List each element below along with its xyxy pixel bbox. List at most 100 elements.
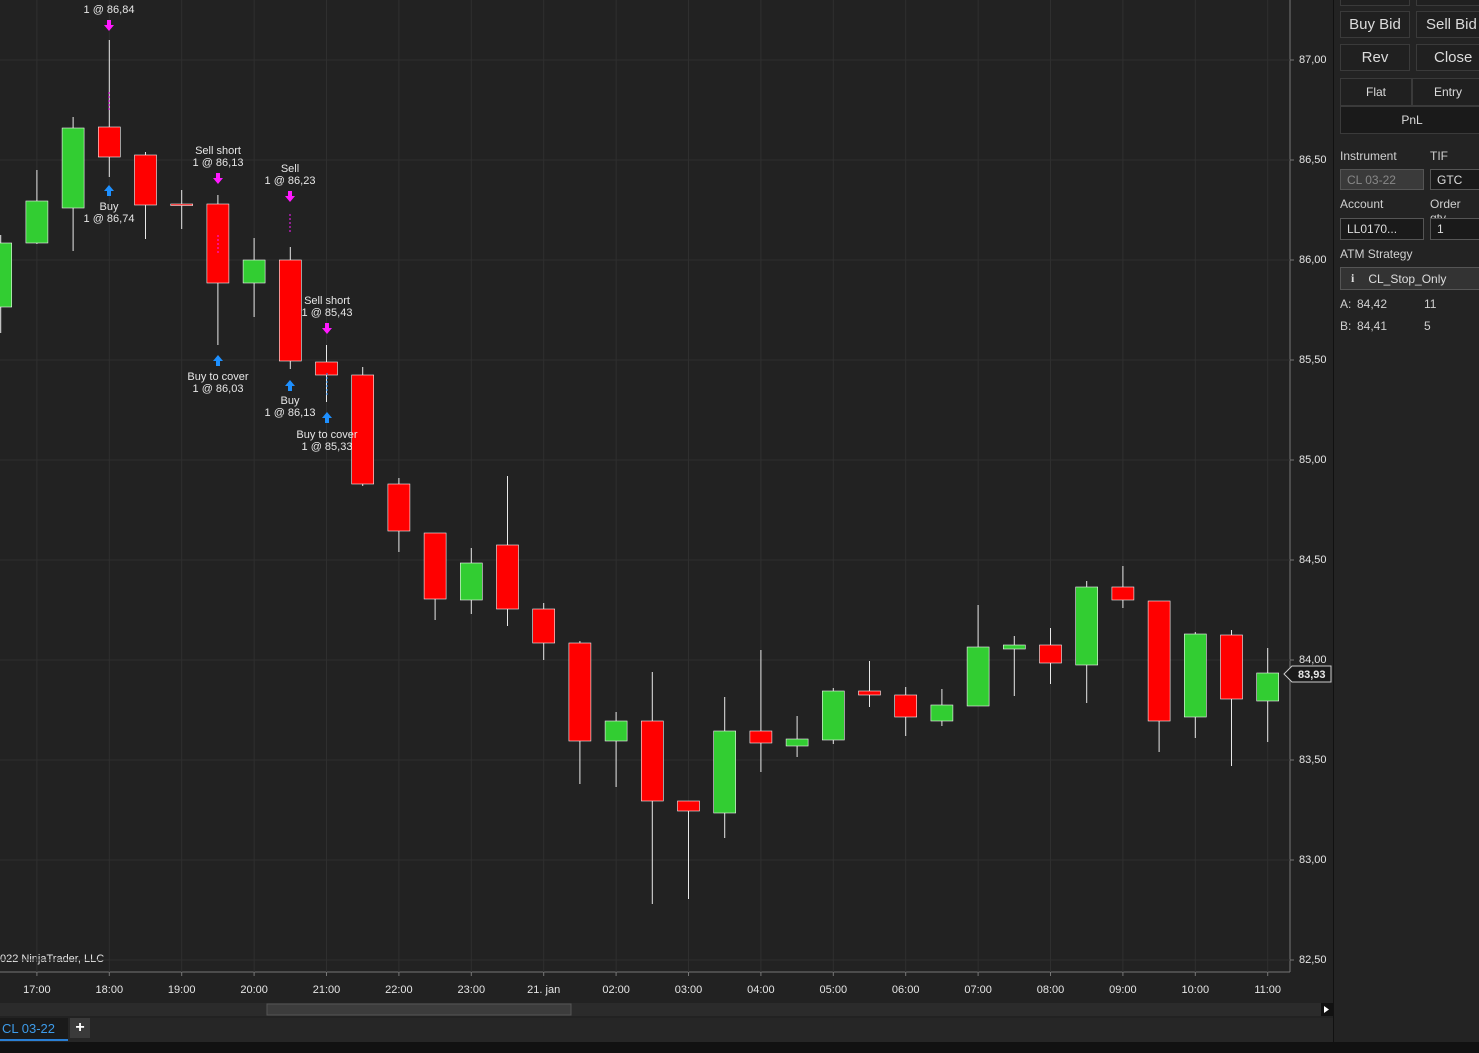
y-tick-label: 87,00: [1299, 54, 1327, 66]
x-tick-label: 05:00: [820, 984, 848, 996]
candle-body: [387, 483, 411, 532]
candle-body: [640, 720, 664, 802]
candle-body: [170, 203, 193, 206]
candle-body: [459, 562, 483, 601]
account-select[interactable]: LL0170...: [1340, 218, 1424, 240]
candle-body: [1147, 600, 1171, 722]
y-tick-label: 86,00: [1299, 254, 1327, 266]
chart-background: [0, 0, 1333, 1018]
x-tick-label: 10:00: [1182, 984, 1210, 996]
bid-label: B:: [1340, 319, 1352, 333]
candle-body: [1256, 672, 1279, 702]
chart: 022 NinjaTrader, LLC 82,50 83,00 83,50 84,0…: [0, 0, 1333, 1018]
x-tick-label: 21:00: [313, 984, 341, 996]
candle-body: [713, 730, 737, 814]
atm-select[interactable]: i CL_Stop_Only: [1340, 267, 1479, 290]
atm-info-icon: i: [1351, 271, 1355, 285]
candle-body: [496, 544, 519, 610]
candle-body: [1220, 634, 1243, 700]
candle-body: [749, 730, 773, 744]
qty-input[interactable]: 1: [1430, 218, 1479, 240]
scroll-thumb[interactable]: [266, 1003, 572, 1016]
candle-body: [98, 126, 121, 158]
execution-arrow: [322, 323, 332, 334]
instrument-select[interactable]: CL 03-22: [1340, 169, 1424, 190]
execution-label: Buy: [100, 201, 119, 213]
order-panel: Buy Bid Sell Bid Rev Close Flat Entry Pn…: [1333, 0, 1479, 1042]
candle-body: [1002, 644, 1026, 650]
candle-body: [785, 738, 809, 747]
add-tab[interactable]: +: [70, 1018, 90, 1038]
candle-body: [568, 642, 592, 742]
x-tick-label: 08:00: [1037, 984, 1065, 996]
scroll-arrow: [1324, 1006, 1329, 1013]
x-tick-label: 02:00: [602, 984, 630, 996]
execution-label: Buy to cover: [296, 429, 357, 441]
copyright: 022 NinjaTrader, LLC: [0, 953, 104, 965]
button-top[interactable]: [1340, 0, 1410, 6]
x-tick-label: 06:00: [892, 984, 920, 996]
button-top[interactable]: [1416, 0, 1479, 6]
candle-body: [894, 694, 918, 718]
flat-tab[interactable]: Flat: [1340, 78, 1412, 106]
candle-body: [0, 242, 12, 308]
y-tick-label: 84,00: [1299, 654, 1327, 666]
candle-body: [1039, 644, 1062, 664]
candle-body: [351, 374, 375, 485]
execution-label: 1 @ 85,43: [302, 307, 353, 319]
x-tick-label: 21. jan: [527, 984, 560, 996]
execution-label: 1 @ 86,23: [265, 175, 316, 187]
close-button[interactable]: Close: [1416, 44, 1479, 71]
last-price-label: 83,93: [1298, 669, 1326, 681]
x-tick-label: 11:00: [1254, 984, 1281, 996]
candle-body: [1184, 633, 1207, 718]
bid-size: 5: [1424, 319, 1431, 333]
tif-label: TIF: [1430, 149, 1448, 163]
candle-body: [134, 154, 157, 206]
execution-label: 1 @ 86,13: [265, 407, 316, 419]
ask-price: 84,42: [1357, 297, 1388, 311]
y-tick-label: 84,50: [1299, 554, 1327, 566]
execution-arrow: [104, 20, 114, 31]
x-tick-label: 17:00: [23, 984, 51, 996]
execution-arrow: [285, 191, 295, 202]
candle-body: [858, 690, 881, 696]
candle-body: [242, 259, 266, 284]
execution-label: 1 @ 86,13: [193, 157, 244, 169]
execution-label: Buy: [281, 395, 300, 407]
tab-bar: CL 03-22 +: [0, 1018, 1333, 1042]
execution-arrow: [213, 355, 223, 366]
execution-arrow: [104, 185, 114, 196]
x-tick-label: 19:00: [168, 984, 196, 996]
execution-label: 1 @ 86,03: [193, 383, 244, 395]
buy-bid-button[interactable]: Buy Bid: [1340, 11, 1410, 38]
tif-select[interactable]: GTC: [1430, 169, 1479, 190]
x-tick-label: 03:00: [675, 984, 703, 996]
candle-body: [1111, 586, 1135, 601]
sell-bid-button[interactable]: Sell Bid: [1416, 11, 1479, 38]
status-strip: [0, 1042, 1479, 1053]
y-tick-label: 85,00: [1299, 454, 1327, 466]
x-tick-label: 04:00: [747, 984, 775, 996]
candle-body: [423, 532, 447, 600]
instrument-tab[interactable]: CL 03-22: [0, 1018, 68, 1041]
y-tick-label: 85,50: [1299, 354, 1327, 366]
candle-body: [1075, 586, 1098, 666]
account-label: Account: [1340, 197, 1384, 211]
y-tick-label: 83,00: [1299, 854, 1327, 866]
candle-body: [677, 800, 700, 812]
rev-button[interactable]: Rev: [1340, 44, 1410, 71]
candle-body: [821, 690, 845, 741]
execution-label: 1 @ 86,84: [84, 4, 135, 16]
execution-label: Sell short: [195, 145, 241, 157]
x-tick-label: 22:00: [385, 984, 413, 996]
scrollbar[interactable]: [0, 1003, 1333, 1016]
execution-label: Buy to cover: [187, 371, 248, 383]
pnl-tab[interactable]: PnL: [1340, 106, 1479, 134]
ask-size: 11: [1424, 297, 1437, 311]
entry-tab[interactable]: Entry: [1412, 78, 1479, 106]
last-price-marker: [1283, 665, 1332, 683]
candle-body: [930, 704, 954, 722]
execution-label: 1 @ 85,33: [302, 441, 353, 453]
execution-arrow: [285, 380, 295, 391]
